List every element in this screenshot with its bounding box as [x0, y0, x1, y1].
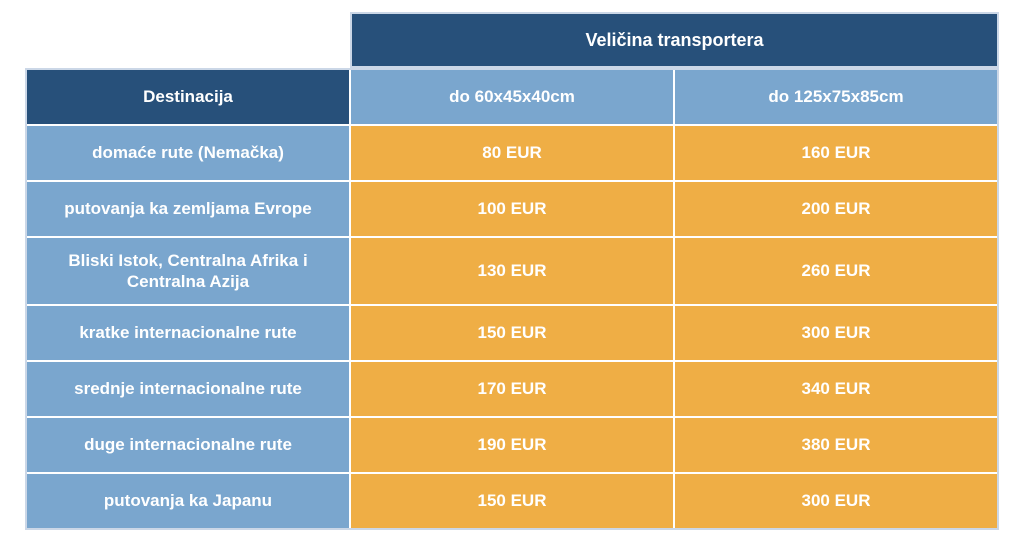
price-cell-large: 200 EUR — [675, 182, 997, 236]
price-cell-large: 340 EUR — [675, 362, 997, 416]
price-cell-small: 190 EUR — [351, 418, 673, 472]
price-cell-small: 150 EUR — [351, 474, 673, 528]
price-cell-small: 150 EUR — [351, 306, 673, 360]
size-small-header-cell: do 60x45x40cm — [351, 70, 673, 124]
price-cell-small: 80 EUR — [351, 126, 673, 180]
price-cell-small: 100 EUR — [351, 182, 673, 236]
destination-cell: Bliski Istok, Centralna Afrika i Central… — [27, 238, 349, 304]
destination-cell: duge internacionalne rute — [27, 418, 349, 472]
destination-cell: domaće rute (Nemačka) — [27, 126, 349, 180]
price-cell-large: 380 EUR — [675, 418, 997, 472]
destination-cell: kratke internacionalne rute — [27, 306, 349, 360]
size-large-header-cell: do 125x75x85cm — [675, 70, 997, 124]
price-cell-small: 170 EUR — [351, 362, 673, 416]
table-title: Veličina transportera — [350, 12, 999, 68]
price-cell-large: 160 EUR — [675, 126, 997, 180]
pricing-table: Destinacija do 60x45x40cm do 125x75x85cm… — [25, 68, 999, 530]
destination-cell: putovanja ka Japanu — [27, 474, 349, 528]
destination-cell: putovanja ka zemljama Evrope — [27, 182, 349, 236]
destination-cell: srednje internacionalne rute — [27, 362, 349, 416]
destination-header-cell: Destinacija — [27, 70, 349, 124]
price-cell-small: 130 EUR — [351, 238, 673, 304]
price-cell-large: 300 EUR — [675, 306, 997, 360]
price-cell-large: 260 EUR — [675, 238, 997, 304]
price-cell-large: 300 EUR — [675, 474, 997, 528]
